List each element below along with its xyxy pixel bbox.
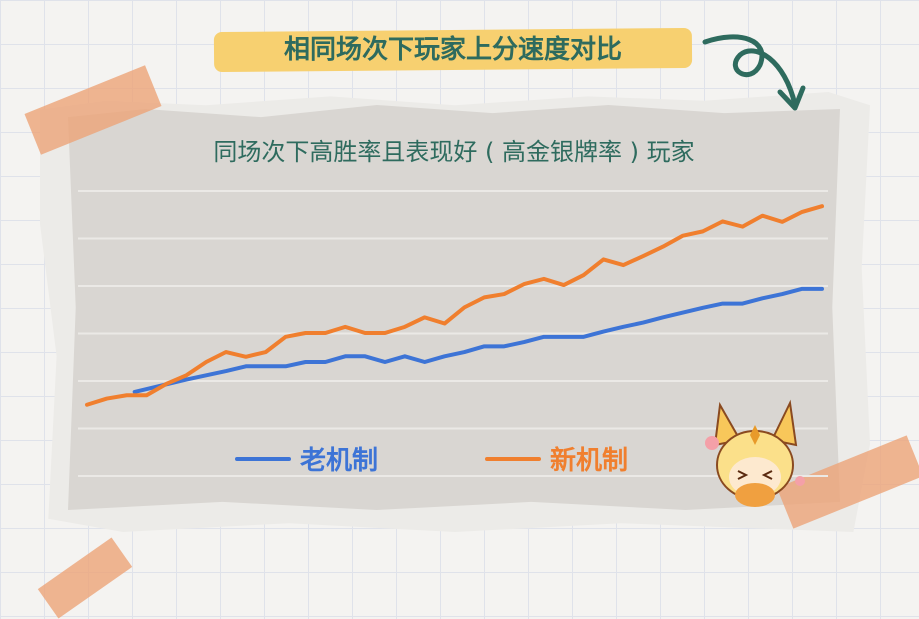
legend-swatch-old xyxy=(235,457,291,461)
page-title: 相同场次下玩家上分速度对比 xyxy=(283,35,622,65)
line-chart xyxy=(78,190,828,477)
legend-label-old: 老机制 xyxy=(300,446,379,476)
legend-label-new: 新机制 xyxy=(550,446,629,476)
chart-title: 同场次下高胜率且表现好 ( 高金银牌率 ) 玩家 xyxy=(213,138,695,166)
legend-swatch-new xyxy=(485,457,541,461)
curved-arrow-icon xyxy=(702,34,806,111)
series-line-new-mechanism xyxy=(85,204,824,407)
fox-mascot-illustration xyxy=(705,399,805,507)
series-line-old-mechanism xyxy=(132,286,824,394)
